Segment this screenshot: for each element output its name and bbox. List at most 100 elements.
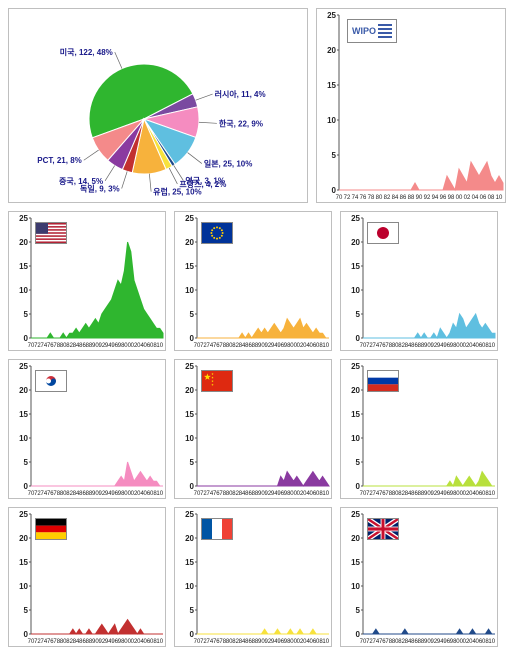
area-series: [31, 620, 163, 634]
area-series: [197, 472, 329, 486]
flag-kr: [35, 370, 67, 392]
pie-chart: 미국, 122, 48%러시아, 11, 4%한국, 22, 9%일본, 25,…: [9, 9, 309, 204]
area-series: [339, 162, 503, 190]
chart-panel-fr: 0510152025707274767880828486889092949698…: [174, 507, 332, 647]
svg-text:06: 06: [480, 195, 487, 201]
svg-text:78: 78: [368, 195, 375, 201]
area-series: [197, 319, 329, 338]
svg-text:25: 25: [351, 214, 360, 223]
svg-text:70: 70: [336, 195, 343, 201]
area-chart-cn: 0510152025707274767880828486889092949698…: [175, 360, 333, 500]
chart-panel-ru: 0510152025707274767880828486889092949698…: [340, 359, 498, 499]
svg-text:15: 15: [19, 262, 28, 271]
svg-text:0: 0: [356, 334, 361, 343]
area-chart-wipo: 0510152025707274767880828486889092949698…: [317, 9, 507, 204]
svg-text:25: 25: [351, 362, 360, 371]
svg-text:10: 10: [185, 286, 194, 295]
area-chart-eu: 0510152025707274767880828486889092949698…: [175, 212, 333, 352]
svg-text:25: 25: [185, 214, 194, 223]
svg-text:5: 5: [190, 310, 195, 319]
pie-panel: 미국, 122, 48%러시아, 11, 4%한국, 22, 9%일본, 25,…: [8, 8, 308, 203]
svg-text:10: 10: [351, 434, 360, 443]
svg-text:98: 98: [448, 195, 455, 201]
svg-text:25: 25: [327, 11, 336, 20]
pie-slice-label: 유럽, 25, 10%: [153, 187, 202, 197]
svg-text:15: 15: [185, 262, 194, 271]
area-series: [363, 472, 495, 486]
svg-text:04: 04: [472, 195, 479, 201]
flag-cn: [201, 370, 233, 392]
svg-text:10: 10: [185, 434, 194, 443]
svg-text:5: 5: [332, 151, 337, 160]
svg-text:0: 0: [356, 482, 361, 491]
svg-text:15: 15: [19, 410, 28, 419]
svg-text:10: 10: [327, 116, 336, 125]
svg-text:20: 20: [185, 238, 194, 247]
svg-text:82: 82: [384, 195, 391, 201]
svg-text:20: 20: [19, 386, 28, 395]
svg-text:10: 10: [156, 639, 163, 645]
chart-panel-kr: 0510152025707274767880828486889092949698…: [8, 359, 166, 499]
svg-text:10: 10: [488, 343, 495, 349]
svg-text:25: 25: [185, 510, 194, 519]
svg-text:0: 0: [190, 334, 195, 343]
area-chart-gb: 0510152025707274767880828486889092949698…: [341, 508, 499, 648]
svg-text:10: 10: [488, 639, 495, 645]
svg-text:10: 10: [488, 491, 495, 497]
svg-text:25: 25: [19, 510, 28, 519]
area-series: [31, 242, 163, 338]
svg-text:15: 15: [185, 410, 194, 419]
svg-text:5: 5: [356, 606, 361, 615]
svg-text:10: 10: [351, 286, 360, 295]
pie-slice-label: 중국, 14, 5%: [59, 177, 103, 186]
svg-text:5: 5: [190, 458, 195, 467]
flag-de: [35, 518, 67, 540]
flag-jp: [367, 222, 399, 244]
area-series: [197, 629, 329, 634]
svg-text:15: 15: [351, 262, 360, 271]
chart-panel-cn: 0510152025707274767880828486889092949698…: [174, 359, 332, 499]
svg-text:20: 20: [351, 386, 360, 395]
flag-fr: [201, 518, 233, 540]
svg-text:84: 84: [392, 195, 399, 201]
svg-text:08: 08: [488, 195, 495, 201]
svg-text:0: 0: [190, 630, 195, 639]
svg-text:0: 0: [190, 482, 195, 491]
area-chart-jp: 0510152025707274767880828486889092949698…: [341, 212, 499, 352]
svg-text:94: 94: [432, 195, 439, 201]
area-series: [31, 462, 163, 486]
svg-text:5: 5: [24, 606, 29, 615]
svg-text:10: 10: [496, 195, 503, 201]
svg-text:5: 5: [356, 458, 361, 467]
svg-text:10: 10: [322, 491, 329, 497]
svg-text:25: 25: [19, 214, 28, 223]
area-chart-de: 0510152025707274767880828486889092949698…: [9, 508, 167, 648]
svg-text:5: 5: [190, 606, 195, 615]
svg-text:15: 15: [351, 558, 360, 567]
svg-text:80: 80: [376, 195, 383, 201]
svg-text:20: 20: [19, 238, 28, 247]
svg-text:0: 0: [24, 482, 29, 491]
svg-text:10: 10: [185, 582, 194, 591]
flag-ru: [367, 370, 399, 392]
svg-text:10: 10: [322, 639, 329, 645]
wipo-label: WIPO: [352, 26, 376, 36]
svg-text:88: 88: [408, 195, 415, 201]
chart-panel-us: 0510152025707274767880828486889092949698…: [8, 211, 166, 351]
svg-text:20: 20: [351, 534, 360, 543]
svg-text:5: 5: [24, 458, 29, 467]
svg-text:72: 72: [344, 195, 351, 201]
flag-wipo: WIPO: [347, 19, 397, 43]
svg-text:76: 76: [360, 195, 367, 201]
svg-text:96: 96: [440, 195, 447, 201]
svg-text:92: 92: [424, 195, 431, 201]
svg-text:20: 20: [19, 534, 28, 543]
flag-gb: [367, 518, 399, 540]
chart-panel-eu: 0510152025707274767880828486889092949698…: [174, 211, 332, 351]
svg-text:20: 20: [327, 46, 336, 55]
pie-slice-label: 일본, 25, 10%: [204, 159, 253, 169]
svg-text:15: 15: [351, 410, 360, 419]
svg-text:5: 5: [356, 310, 361, 319]
pie-slice-label: 미국, 122, 48%: [60, 47, 113, 57]
svg-text:25: 25: [19, 362, 28, 371]
